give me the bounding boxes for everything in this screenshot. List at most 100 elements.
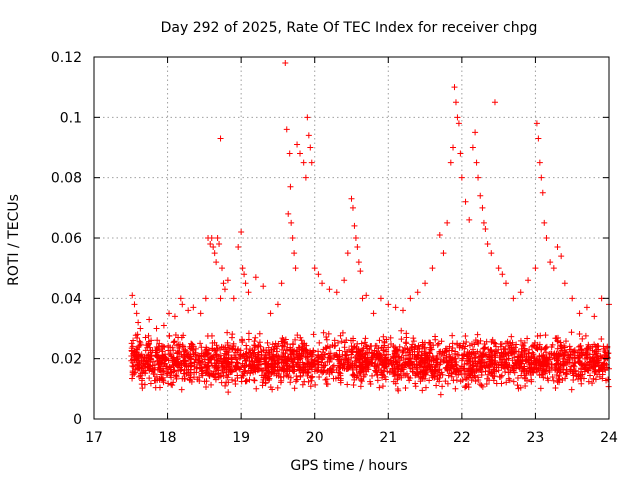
band-point xyxy=(350,381,357,388)
y-tick-label: 0.08 xyxy=(51,171,82,187)
data-point xyxy=(543,235,550,241)
data-point xyxy=(288,219,295,226)
band-point xyxy=(241,363,248,370)
band-point xyxy=(348,351,355,358)
band-point xyxy=(344,381,351,388)
band-point xyxy=(304,368,311,375)
band-point xyxy=(145,340,152,347)
band-point xyxy=(274,384,281,391)
band-point xyxy=(585,367,592,374)
data-point xyxy=(475,174,482,181)
data-point xyxy=(305,132,312,139)
band-point xyxy=(464,357,471,364)
band-point xyxy=(517,358,524,365)
band-point xyxy=(325,330,332,337)
chart-title: Day 292 of 2025, Rate Of TEC Index for r… xyxy=(161,20,538,36)
band-point xyxy=(446,357,453,364)
band-point xyxy=(429,364,436,371)
band-point xyxy=(363,358,370,365)
band-point xyxy=(253,385,260,392)
band-point xyxy=(211,339,218,346)
band-point xyxy=(567,351,574,358)
band-point xyxy=(171,367,178,374)
data-point xyxy=(267,310,274,317)
data-point xyxy=(214,235,221,241)
data-point xyxy=(208,235,215,241)
band-point xyxy=(209,345,216,352)
data-point xyxy=(278,280,285,287)
band-point xyxy=(395,372,402,379)
band-point xyxy=(298,337,305,344)
band-point xyxy=(314,358,321,365)
band-point xyxy=(206,373,213,380)
band-point xyxy=(459,355,466,362)
band-point xyxy=(192,345,199,352)
band-point xyxy=(146,344,153,351)
band-point xyxy=(310,331,317,338)
data-point xyxy=(153,325,160,332)
band-point xyxy=(352,354,359,361)
band-point xyxy=(239,371,246,378)
band-point xyxy=(351,372,358,379)
band-point xyxy=(129,362,136,369)
data-point xyxy=(216,241,223,248)
band-point xyxy=(472,338,479,345)
data-point xyxy=(385,301,392,308)
band-point xyxy=(316,339,323,346)
band-point xyxy=(572,354,579,361)
band-point xyxy=(309,360,316,367)
band-point xyxy=(506,362,513,369)
band-point xyxy=(462,370,469,377)
band-point xyxy=(566,346,573,353)
data-point xyxy=(352,235,359,241)
band-point xyxy=(278,377,285,384)
band-point xyxy=(521,372,528,379)
band-point xyxy=(218,360,225,367)
band-point xyxy=(437,350,444,357)
data-point xyxy=(359,295,366,302)
band-point xyxy=(331,337,338,344)
band-point xyxy=(413,356,420,363)
band-point xyxy=(275,340,282,347)
band-point xyxy=(269,362,276,369)
band-point xyxy=(273,352,280,359)
band-point xyxy=(274,343,281,350)
band-point xyxy=(479,364,486,371)
band-point xyxy=(341,344,348,351)
band-point xyxy=(403,340,410,347)
data-point xyxy=(458,174,465,181)
data-point xyxy=(535,135,542,142)
band-point xyxy=(170,339,177,346)
band-point xyxy=(257,361,264,368)
band-point xyxy=(470,346,477,353)
band-point xyxy=(380,347,387,354)
band-point xyxy=(263,367,270,374)
band-point xyxy=(584,347,591,354)
band-point xyxy=(426,350,433,357)
band-point xyxy=(180,332,187,339)
band-point xyxy=(544,375,551,382)
band-point xyxy=(383,348,390,355)
band-point xyxy=(556,376,563,383)
band-point xyxy=(590,364,597,371)
band-point xyxy=(173,372,180,379)
band-point xyxy=(599,371,606,378)
band-point xyxy=(402,339,409,346)
x-tick-label: 17 xyxy=(85,430,103,446)
band-point xyxy=(598,362,605,369)
band-point xyxy=(474,331,481,338)
x-tick-label: 22 xyxy=(453,430,471,446)
band-point xyxy=(273,372,280,379)
data-point xyxy=(454,114,461,121)
band-point xyxy=(290,368,297,375)
band-point xyxy=(444,380,451,387)
band-point xyxy=(160,355,167,362)
data-point xyxy=(289,235,296,241)
band-point xyxy=(419,369,426,376)
data-point xyxy=(354,244,361,251)
band-point xyxy=(493,380,500,387)
band-point xyxy=(488,347,495,354)
band-point xyxy=(495,361,502,368)
band-point xyxy=(271,346,278,353)
band-point xyxy=(132,369,139,376)
